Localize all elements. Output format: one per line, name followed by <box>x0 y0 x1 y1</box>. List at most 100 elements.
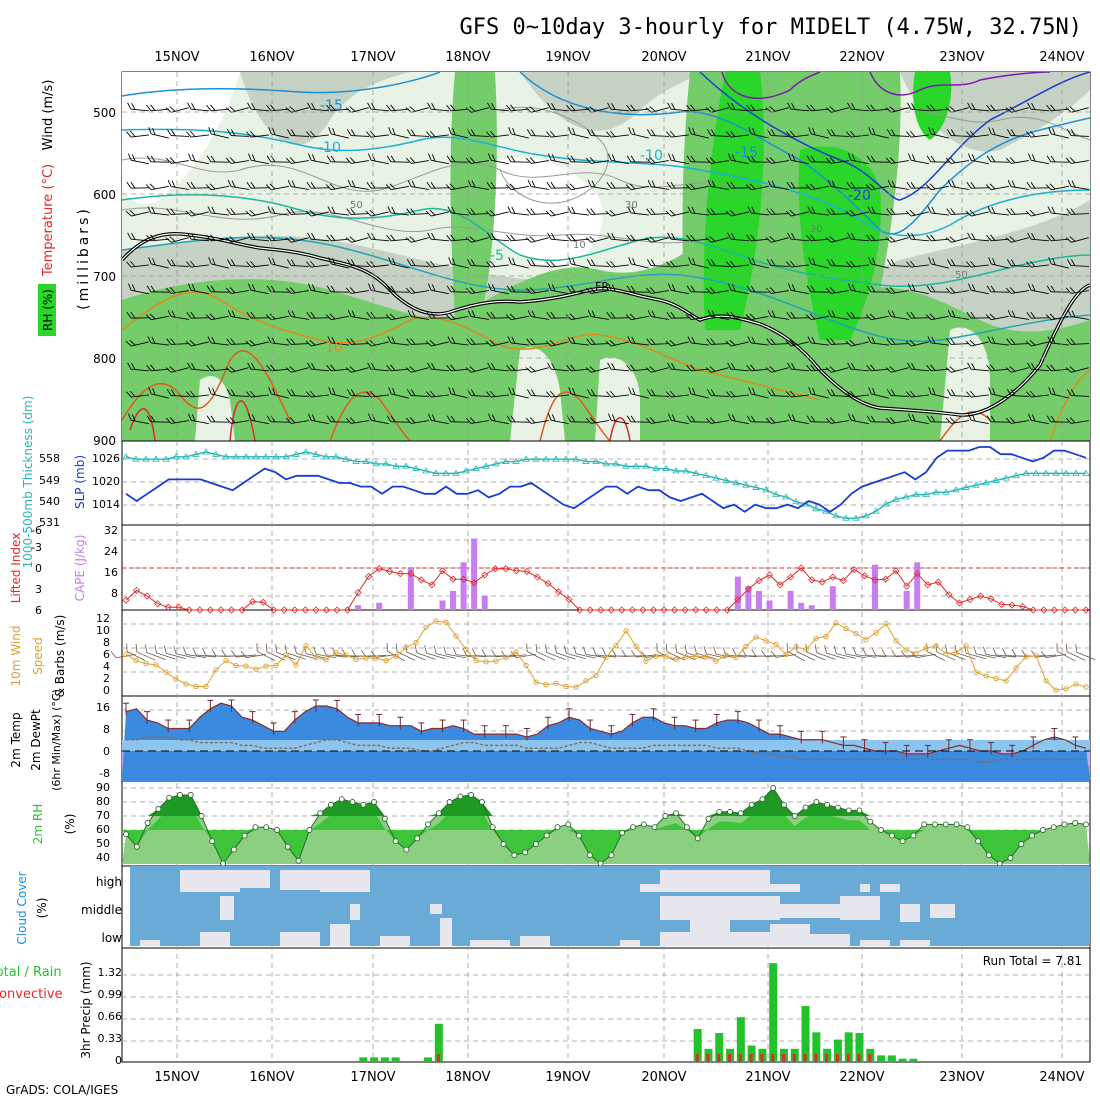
upper-barb-383 <box>1065 287 1089 294</box>
upper-barb-22 <box>566 104 590 112</box>
rh2m-point-35 <box>500 841 507 847</box>
upper-barb-370 <box>806 285 830 293</box>
thickness-point-3 <box>152 455 160 462</box>
wind10m-point-78 <box>903 647 909 653</box>
wind10m-point-71 <box>833 620 839 626</box>
upper-barb-59 <box>346 129 370 137</box>
li-point-17 <box>301 606 309 614</box>
li-point-46 <box>607 606 615 614</box>
temp-ylabel-3: (6hr Min/Max) (°C) <box>50 689 63 791</box>
upper-barb-510 <box>727 362 750 372</box>
upper-barb-69 <box>546 130 569 138</box>
upper-barb-427 <box>985 313 1009 321</box>
upper-barb-213 <box>545 209 569 217</box>
rh2m-point-53 <box>694 835 701 842</box>
upper-barb-205 <box>387 206 409 216</box>
wind10m-point-24 <box>363 655 369 661</box>
upper-barb-369 <box>787 283 809 295</box>
li-points <box>122 564 1090 614</box>
rh2m-point-71 <box>888 832 895 839</box>
upper-barb-550 <box>568 387 589 399</box>
upper-barb-451 <box>507 336 529 346</box>
li-point-51 <box>660 606 668 614</box>
upper-barb-25 <box>626 104 650 112</box>
upper-barb-355 <box>506 285 530 293</box>
thickness-point-28 <box>402 462 410 469</box>
upper-barb-172 <box>685 183 709 191</box>
upper-barb-48 <box>126 130 149 138</box>
upper-barb-325 <box>868 257 889 269</box>
rh2m-point-50 <box>662 813 669 819</box>
upper-barb-534 <box>246 390 269 398</box>
upper-barb-140 <box>1005 157 1029 164</box>
wind10m-barb-73 <box>843 646 866 659</box>
date-bottom-6: 21NOV <box>745 1070 790 1085</box>
upper-barb-575 <box>1066 389 1090 397</box>
upper-barb-155 <box>347 179 369 190</box>
upper-barb-269 <box>705 236 729 243</box>
rh2m-point-15 <box>284 843 291 850</box>
upper-barb-156 <box>366 181 390 189</box>
upper-barb-94 <box>1048 127 1069 139</box>
wind10m-barb-56 <box>675 644 696 661</box>
upper-barb-117 <box>547 153 569 165</box>
upper-barb-591 <box>427 413 449 425</box>
date-bottom-8: 23NOV <box>939 1070 984 1085</box>
upper-barb-62 <box>406 129 430 137</box>
upper-barb-53 <box>226 129 250 137</box>
chart-title: GFS 0~10day 3-hourly for MIDELT (4.75W, … <box>459 15 1082 40</box>
cloud-block-15 <box>780 904 840 918</box>
wind10m-barb-41 <box>526 643 546 661</box>
cloud-block-0 <box>180 870 240 892</box>
upper-barb-122 <box>645 157 669 164</box>
li-point-91 <box>1082 606 1090 614</box>
upper-barb-66 <box>486 130 509 138</box>
cloud-block-25 <box>470 940 510 946</box>
rh-contour-2 <box>122 207 701 244</box>
upper-barb-72 <box>606 130 629 138</box>
upper-barb-306 <box>486 260 509 268</box>
upper-barb-471 <box>905 339 929 347</box>
upper-barb-265 <box>626 234 650 242</box>
upper-barb-484 <box>206 364 230 372</box>
cape-bar-59 <box>745 586 752 610</box>
thickness-point-96 <box>1082 469 1090 476</box>
wind10m-barb-80 <box>910 651 936 659</box>
wind10m-point-20 <box>323 657 329 663</box>
thickness-point-66 <box>782 493 790 500</box>
upper-barb-278 <box>885 236 909 243</box>
thickness-point-89 <box>1012 471 1020 479</box>
upper-barb-30 <box>727 102 750 112</box>
upper-barb-56 <box>286 129 310 137</box>
upper-barb-101 <box>225 157 249 164</box>
wind10m-point-13 <box>253 666 259 672</box>
upper-barb-412 <box>685 313 709 321</box>
wind10m-barb-48 <box>592 647 616 658</box>
upper-barb-308 <box>526 259 550 267</box>
upper-barb-167 <box>587 179 609 190</box>
upper-barb-568 <box>928 387 949 399</box>
thickness-point-22 <box>342 455 350 462</box>
upper-barb-229 <box>867 206 889 216</box>
upper-barb-326 <box>886 259 910 267</box>
upper-barb-166 <box>565 183 589 191</box>
rh-tick-40: 40 <box>96 851 110 864</box>
precip-conv-bar-53 <box>695 1054 699 1062</box>
wind10m-barb-32 <box>433 645 456 659</box>
upper-barb-198 <box>245 209 269 217</box>
thickness-point-53 <box>652 464 660 472</box>
wind10m-points <box>123 618 1089 693</box>
wind10m-point-44 <box>563 683 569 690</box>
upper-barb-390 <box>246 311 270 319</box>
date-top-3: 18NOV <box>445 50 490 65</box>
upper-barb-397 <box>385 313 409 321</box>
rh2m-point-63 <box>802 804 809 811</box>
wind10m-barb-20 <box>313 646 336 659</box>
cape-bar-64 <box>798 602 805 610</box>
upper-barb-574 <box>1048 387 1069 399</box>
rh2m-point-6 <box>187 792 194 798</box>
upper-barb-286 <box>1046 234 1070 242</box>
rh2m-point-80 <box>985 852 992 859</box>
upper-barb-280 <box>926 234 950 242</box>
wind10m-point-87 <box>993 675 999 682</box>
